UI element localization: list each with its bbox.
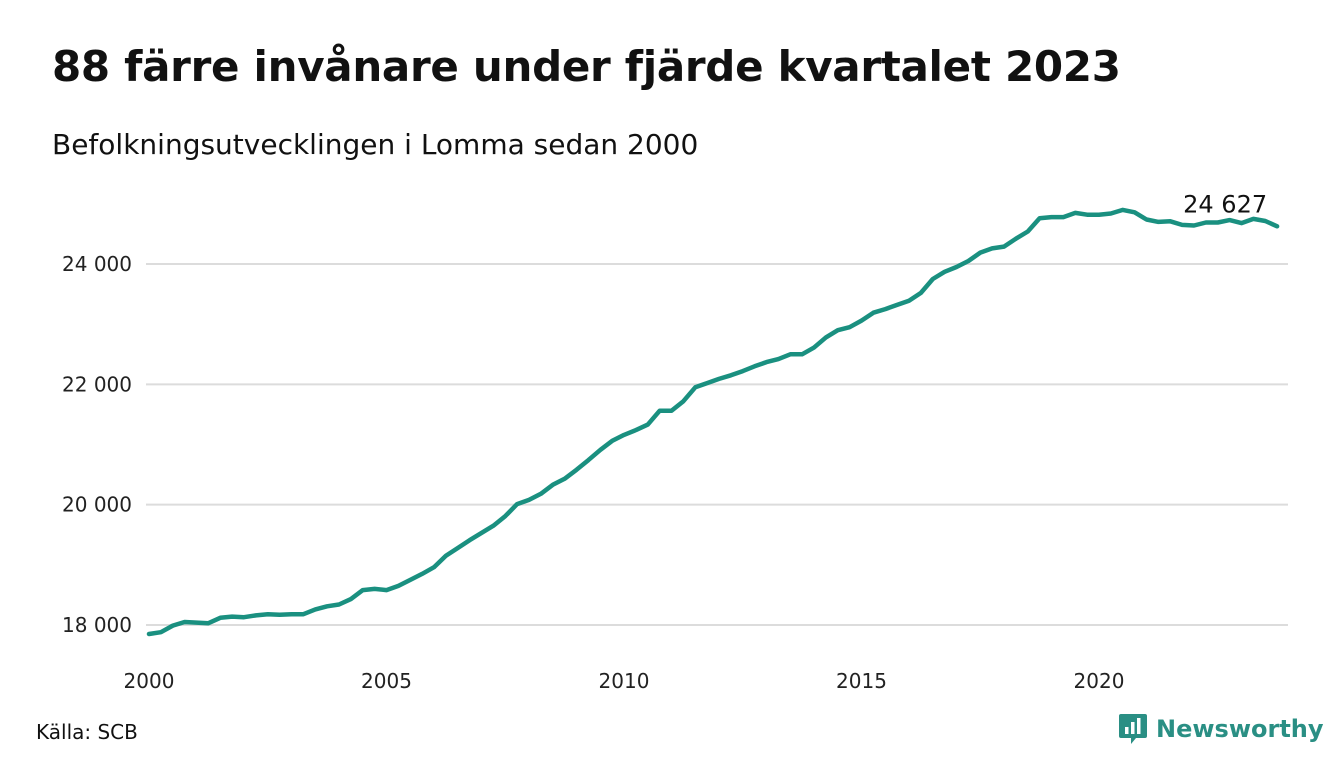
brand-name: Newsworthy (1156, 715, 1324, 743)
chart-subtitle: Befolkningsutvecklingen i Lomma sedan 20… (52, 128, 699, 161)
source-note: Källa: SCB (36, 720, 138, 744)
newsworthy-logo-icon (1119, 714, 1147, 744)
chart-title: 88 färre invånare under fjärde kvartalet… (52, 42, 1121, 91)
y-axis-ticks: 18 000 20 000 22 000 24 000 (62, 252, 132, 637)
x-tick-label: 2005 (361, 669, 412, 693)
gridlines (146, 263, 1288, 626)
y-tick-label: 24 000 (62, 252, 132, 276)
x-tick-label: 2010 (599, 669, 650, 693)
x-tick-label: 2015 (836, 669, 887, 693)
y-tick-label: 18 000 (62, 613, 132, 637)
x-tick-label: 2000 (124, 669, 175, 693)
end-value-label: 24 627 (1183, 190, 1267, 218)
brand-logo: Newsworthy (1118, 712, 1324, 746)
y-tick-label: 22 000 (62, 372, 132, 396)
x-tick-label: 2020 (1074, 669, 1125, 693)
population-series-line (146, 207, 1280, 637)
y-tick-label: 20 000 (62, 493, 132, 517)
x-axis-ticks: 2000 2005 2010 2015 2020 (124, 669, 1125, 693)
